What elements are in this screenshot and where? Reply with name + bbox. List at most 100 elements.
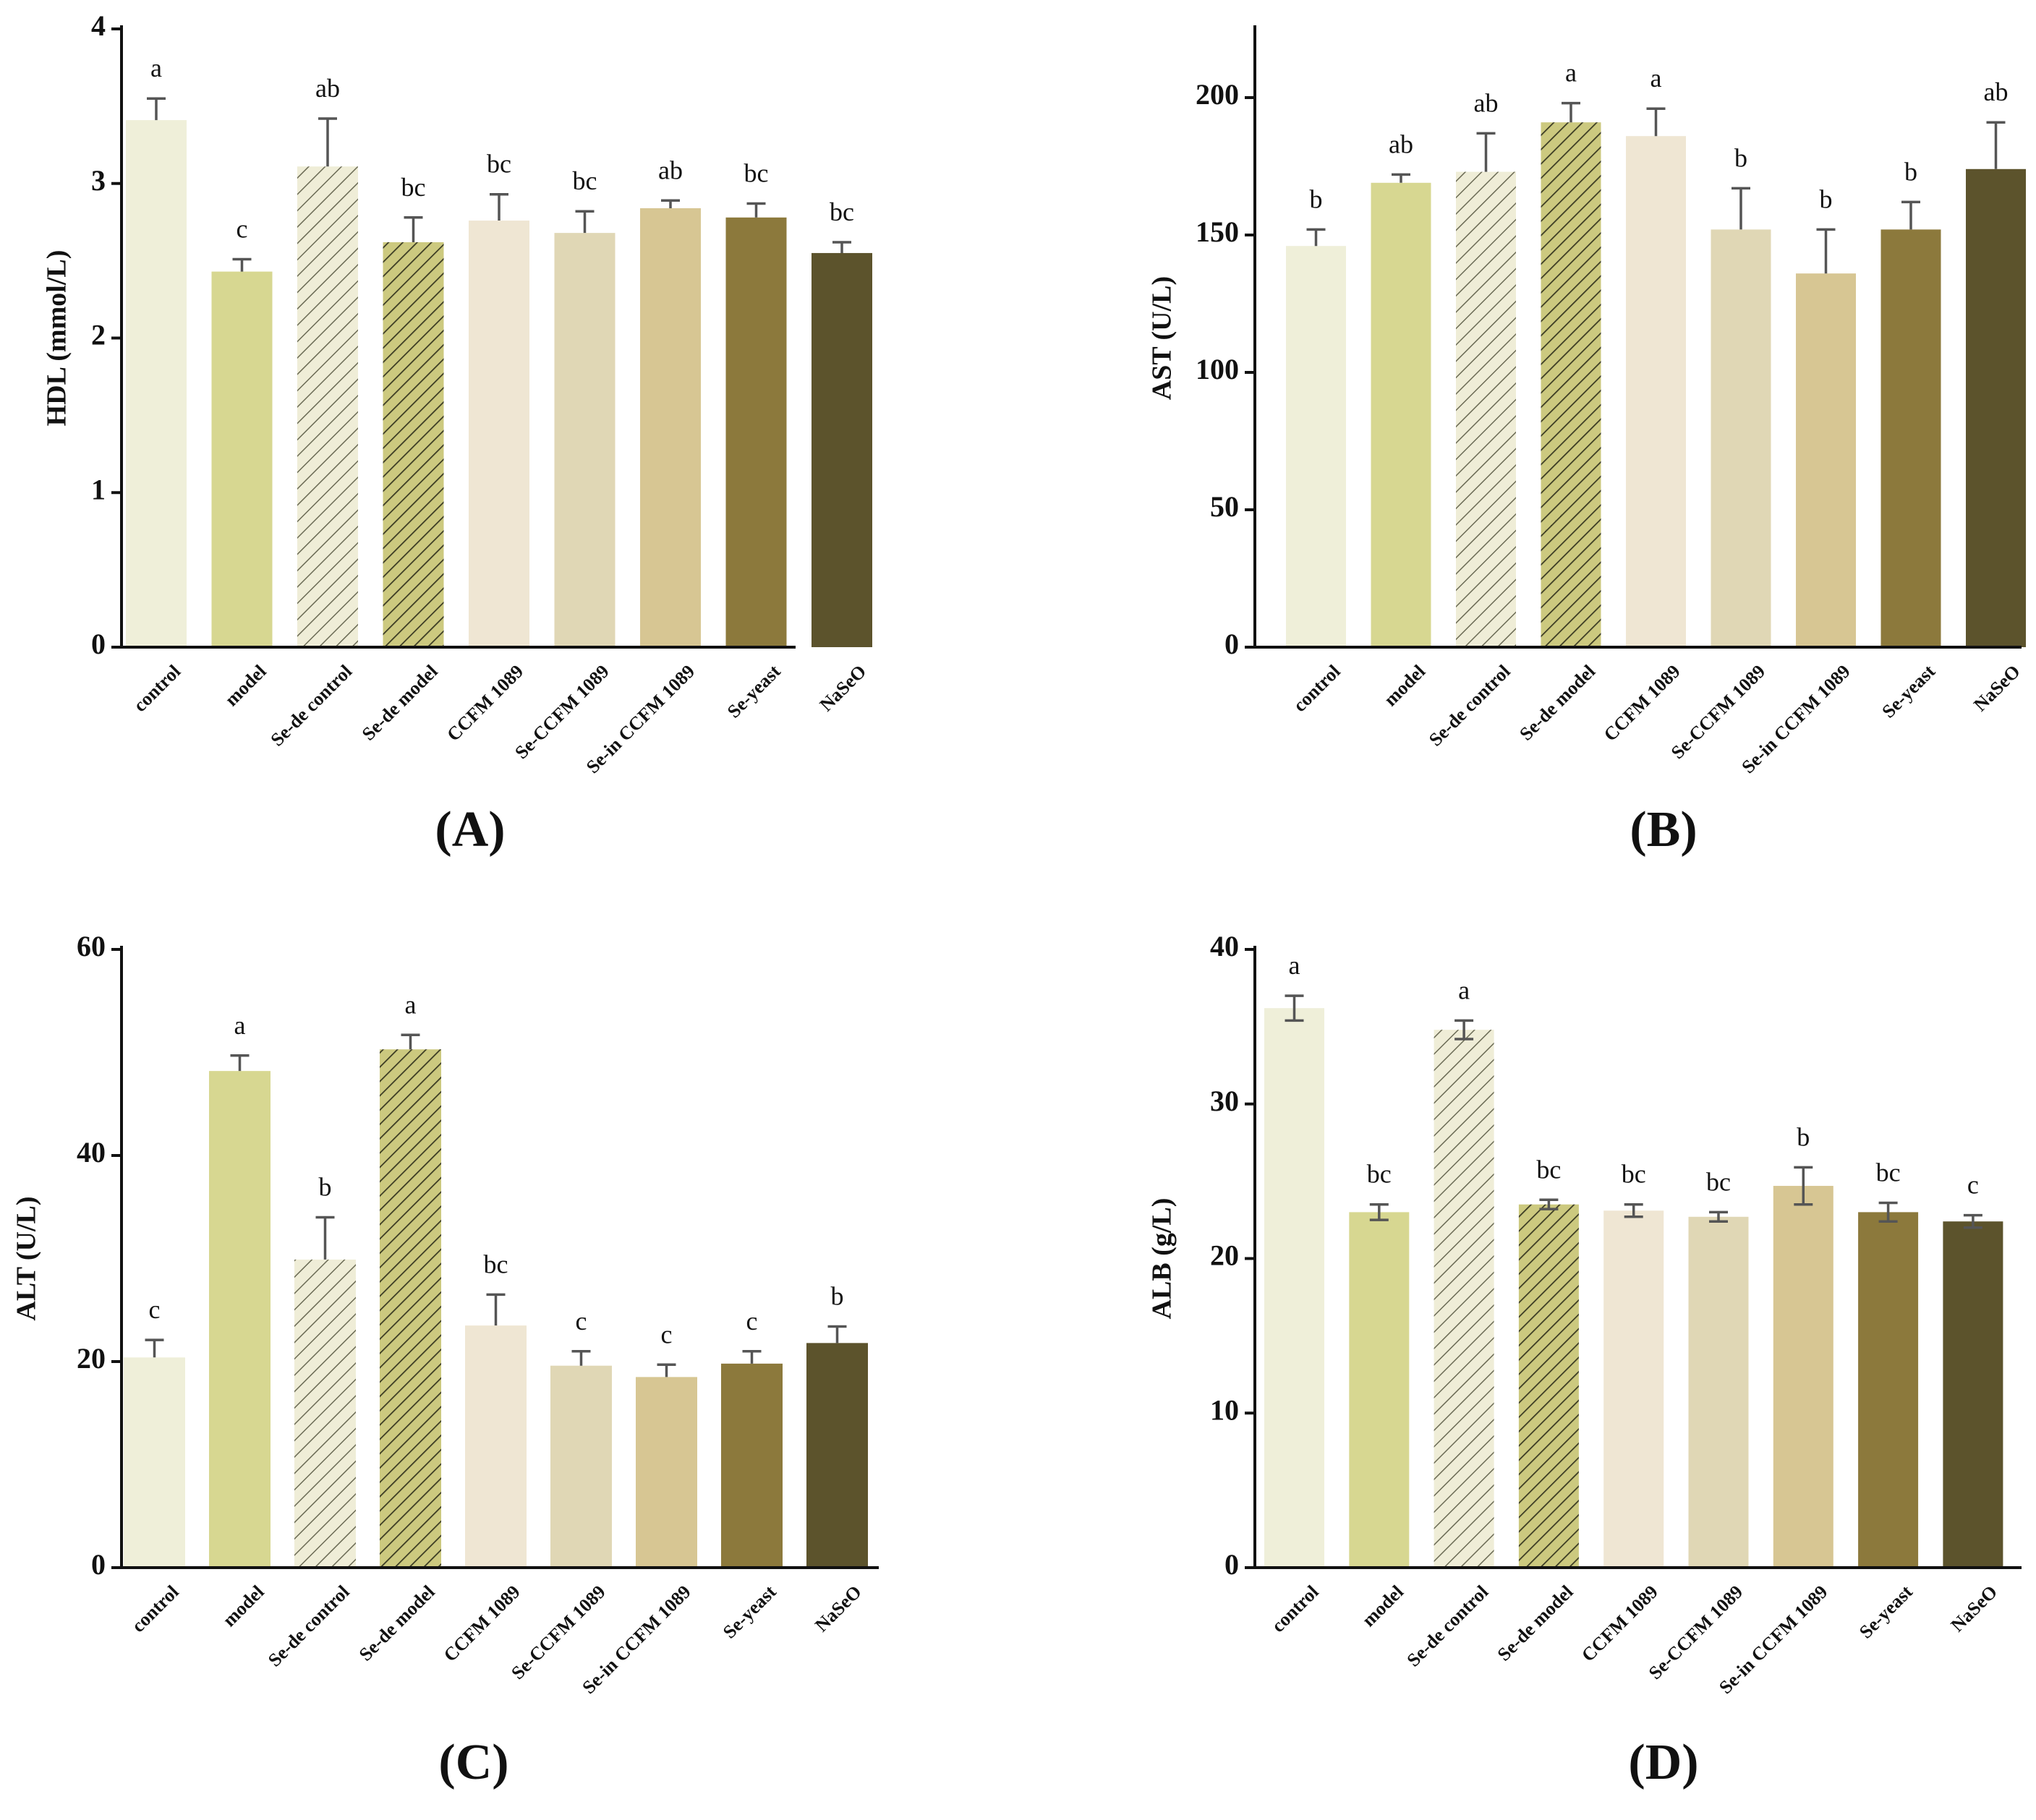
bar-control [1264,1008,1324,1568]
bar-model [1371,182,1431,648]
panel-label: (C) [438,1735,508,1790]
significance-label: b [1904,157,1917,186]
error-bar [490,192,508,221]
significance-label: c [746,1307,758,1336]
y-axis-label: AST (U/L) [1147,276,1177,400]
error-bar [742,1350,762,1364]
y-axis-label: ALT (U/L) [12,1196,42,1320]
significance-label: ab [1984,77,2009,106]
significance-label: bc [487,150,511,179]
bar-se-de-model [1518,1204,1579,1568]
error-bar [1732,187,1750,230]
significance-label: c [661,1320,673,1349]
bar-ccfm-1089 [1603,1210,1664,1568]
error-bar [1562,101,1580,123]
x-tick-label: Se-de control [1425,661,1515,751]
y-tick-label: 20 [77,1342,106,1375]
y-axis-label: HDL (mmol/L) [42,250,72,427]
y-tick-label: 100 [1196,353,1239,385]
bar-naseo [806,1343,868,1568]
error-bar [315,1216,335,1260]
bar-se-de-control [297,166,358,648]
bar-se-in-ccfm-1089 [1773,1186,1833,1568]
bar-naseo [812,252,872,647]
bar-se-yeast [725,217,787,647]
x-tick-label: CCFM 1089 [443,661,527,745]
error-bar [232,257,252,272]
x-tick-label: Se-yeast [1855,1581,1917,1643]
error-bar [1306,228,1326,247]
y-tick-label: 4 [91,9,106,42]
significance-label: a [1565,59,1577,87]
significance-label: bc [484,1249,508,1278]
bar-se-de-control [1434,1030,1494,1568]
x-tick-label: model [221,661,271,711]
error-bar [657,1363,676,1377]
significance-label: bc [830,197,854,226]
significance-label: b [1797,1122,1810,1151]
panel-label: (B) [1630,802,1697,858]
error-bar [1816,228,1836,274]
significance-label: bc [744,159,769,188]
bar-control [1286,246,1346,647]
error-bar [746,202,766,218]
y-tick-label: 30 [1210,1085,1239,1117]
bar-model [1349,1212,1410,1568]
bar-se-de-control [294,1259,356,1568]
x-tick-label: CCFM 1089 [1577,1581,1662,1666]
x-tick-label: Se-de control [1403,1581,1493,1671]
error-bar [1986,121,2006,169]
significance-label: c [1967,1171,1979,1200]
bar-ccfm-1089 [469,221,529,647]
y-tick-label: 0 [1224,1548,1239,1581]
error-bar [1539,1198,1559,1210]
y-tick-label: 2 [91,319,106,351]
bar-ccfm-1089 [465,1325,527,1568]
y-tick-label: 1 [91,473,106,505]
y-tick-label: 150 [1196,215,1239,248]
bar-se-de-control [1456,171,1516,648]
significance-label: ab [315,74,340,103]
bar-se-ccfm-1089 [550,1365,612,1568]
error-bar [1646,107,1666,137]
panel-label: (A) [435,802,505,858]
significance-label: ab [1389,129,1413,158]
error-bar [401,1033,420,1050]
error-bar [1392,173,1410,183]
significance-label: b [1310,184,1323,213]
y-tick-label: 200 [1196,78,1239,111]
x-tick-label: model [1358,1581,1408,1631]
significance-label: b [1820,184,1833,213]
error-bar [1624,1202,1643,1218]
error-bar [575,210,595,234]
x-tick-label: Se-de model [1515,661,1599,745]
y-axis-label: ALB (g/L) [1147,1198,1177,1320]
bar-se-yeast [1858,1212,1919,1568]
x-tick-label: Se-de control [264,1581,354,1671]
y-tick-label: 60 [77,930,106,962]
error-bar [1901,200,1920,230]
bar-se-yeast [1880,229,1941,647]
error-bar [318,117,337,167]
error-bar [661,199,680,208]
y-tick-label: 40 [77,1136,106,1169]
y-tick-label: 0 [91,628,106,660]
bar-se-ccfm-1089 [554,233,616,647]
error-bar [404,216,423,242]
x-tick-label: Se-de model [1494,1581,1577,1665]
bar-control [126,120,187,648]
error-bar [230,1054,250,1072]
significance-label: ab [1474,88,1499,117]
significance-label: b [831,1282,844,1311]
x-tick-label: Se-de control [266,661,356,751]
x-tick-label: Se-yeast [719,1581,780,1643]
panel-a-hdl-chart: a control c model ab Se-de control bc Se-de mod… [42,9,872,858]
bar-model [211,271,273,647]
bar-control [124,1357,185,1568]
error-bar [1794,1166,1813,1206]
y-tick-label: 0 [1224,628,1239,660]
bar-se-yeast [721,1363,783,1568]
x-tick-label: control [1267,1581,1322,1636]
